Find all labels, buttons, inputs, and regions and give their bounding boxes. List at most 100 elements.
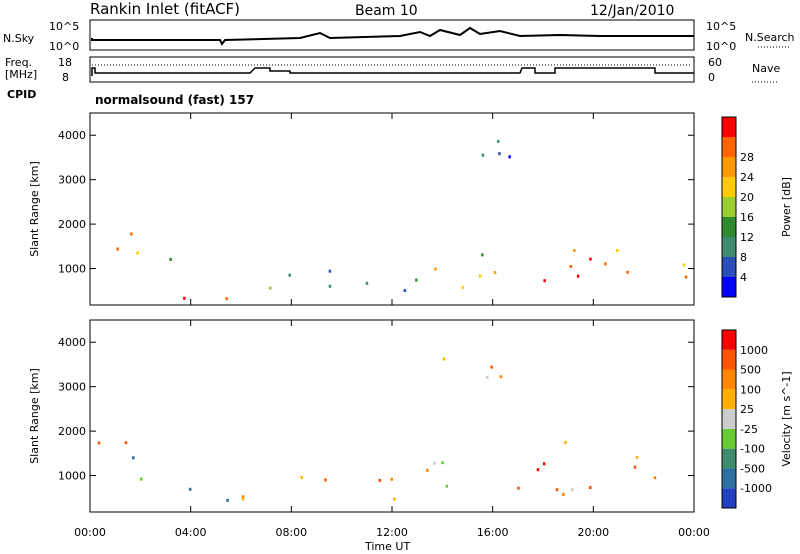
echo-cell-power [403,289,407,293]
colorbar-segment [722,257,736,277]
echo-cell-power [543,279,546,283]
colorbar-frame [721,329,737,509]
echo-cell-velocity [433,461,436,465]
echo-cell-velocity [378,478,381,482]
colorbar-tick-label: -500 [740,462,765,475]
nave-line [91,67,694,76]
colorbar-tick-label: 25 [740,403,754,416]
echo-cell-power [616,249,619,252]
colorbar-segment [722,409,736,429]
colorbar-segment [722,330,736,350]
y-tick-label: 4000 [58,129,86,142]
colorbar-tick-label: 28 [740,151,754,164]
echo-cell-velocity [324,478,327,482]
beam-title: Beam 10 [355,3,418,19]
y-axis-label: Slant Range [km] [28,161,41,257]
echo-cell-velocity [562,492,565,496]
nsky-label: N.Sky [3,32,35,45]
x-tick-label: 08:00 [275,526,307,539]
colorbar-tick-label: 4 [740,271,747,284]
colorbar-label: Power [dB] [780,177,793,237]
echo-cell-power [269,286,272,290]
echo-cell-power [169,257,172,261]
echo-cell-power [573,249,576,252]
nave-label: Nave [752,62,780,75]
nave-tick-top: 60 [708,56,722,69]
echo-cell-power [136,251,139,255]
colorbar-segment [722,237,736,257]
freq-label-1: Freq. [5,56,32,69]
x-tick-label: 20:00 [577,526,609,539]
echo-cell-velocity [517,486,520,490]
colorbar-segment [722,389,736,410]
echo-cell-power [365,281,369,285]
echo-cell-power [589,257,592,261]
cpid-label: CPID [7,88,36,101]
echo-cell-velocity [499,375,503,379]
echo-cell-power [183,296,186,300]
freq-label-2: [MHz] [5,68,37,81]
echo-cell-velocity [536,468,540,472]
echo-cell-velocity [426,468,429,472]
echo-cell-power [479,274,482,278]
echo-cell-velocity [445,484,449,488]
echo-cell-velocity [226,498,229,502]
echo-cell-velocity [564,440,567,444]
echo-cell-power [225,297,228,301]
colorbar-tick-label: -100 [740,443,765,456]
y-tick-label: 2000 [58,425,86,438]
echo-cell-power [434,267,437,271]
echo-cell-power [508,155,511,159]
colorbar-tick-label: 12 [740,231,754,244]
echo-cell-power [604,262,607,266]
colorbar-tick-label: 8 [740,251,747,264]
colorbar-segment [722,428,736,449]
freq-tick-top: 18 [58,56,72,69]
y-axis-label: Slant Range [km] [28,368,41,464]
echo-cell-power [682,263,686,267]
nsky-tick-bottom: 10^0 [49,40,79,53]
colorbar-segment [722,369,736,390]
station-title: Rankin Inlet (fitACF) [90,0,240,18]
colorbar-segment [722,349,736,370]
echo-cell-velocity [633,465,637,469]
y-tick-label: 2000 [58,218,86,231]
echo-cell-power [493,271,497,275]
freq-tick-bottom: 8 [62,71,69,84]
echo-cell-velocity [653,476,657,480]
power-panel-frame [89,112,695,306]
colorbar-tick-label: 20 [740,191,754,204]
colorbar-tick-label: 24 [740,171,754,184]
echo-cell-power [415,278,418,282]
y-tick-label: 3000 [58,174,86,187]
echo-cell-power [481,153,485,157]
y-tick-label: 4000 [58,336,86,349]
y-tick-label: 3000 [58,381,86,394]
echo-cell-velocity [589,486,592,490]
echo-cell-power [497,139,500,143]
colorbar-segment [722,277,736,297]
echo-cell-power [569,265,573,268]
echo-cell-power [498,152,501,156]
date-title: 12/Jan/2010 [590,3,674,19]
heatmap-panels: 1000 2000 3000 4000 Slant Range [km] 4 8 12 16 20… [28,112,793,539]
echo-cell-velocity [486,375,489,379]
colorbar-tick-label: 1000 [740,344,768,357]
echo-cell-velocity [393,497,396,501]
nsearch-tick-bottom: 10^0 [706,40,736,53]
echo-cell-velocity [442,357,446,361]
echo-cell-velocity [555,488,559,492]
echo-cell-velocity [124,441,128,445]
colorbar-segment [722,117,736,137]
y-tick-label: 1000 [58,470,86,483]
echo-cell-velocity [441,461,444,465]
echo-cell-velocity [132,456,135,460]
colorbar-segment [722,217,736,237]
colorbar-segment [722,177,736,197]
colorbar-segment [722,448,736,469]
freq-strip-frame [89,56,695,83]
echo-cell-velocity [490,365,493,369]
echo-cell-velocity [140,477,143,481]
echo-cell-power [626,270,629,274]
